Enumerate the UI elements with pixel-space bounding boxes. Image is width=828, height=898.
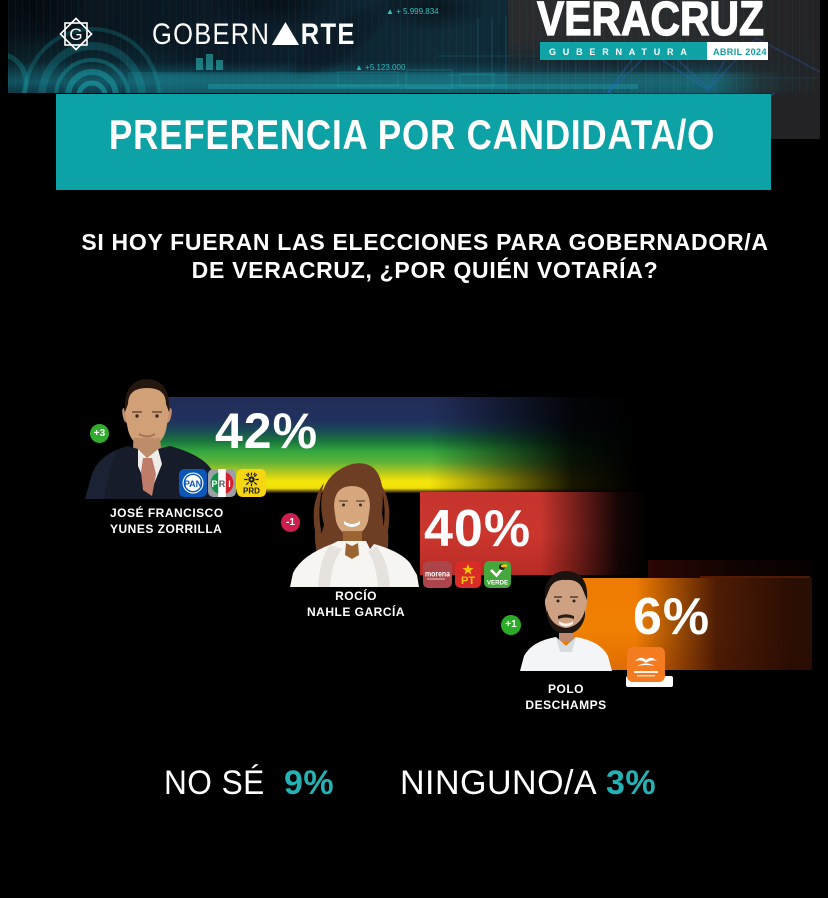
svg-text:PAN: PAN — [184, 479, 202, 489]
svg-text:I: I — [228, 479, 231, 489]
svg-text:VERDE: VERDE — [487, 580, 508, 587]
svg-text:PT: PT — [461, 575, 475, 587]
svg-text:PRD: PRD — [243, 487, 260, 496]
svg-text:P: P — [211, 479, 217, 489]
svg-text:morena: morena — [425, 570, 450, 579]
svg-text:G: G — [69, 25, 82, 44]
svg-text:R: R — [219, 479, 226, 489]
